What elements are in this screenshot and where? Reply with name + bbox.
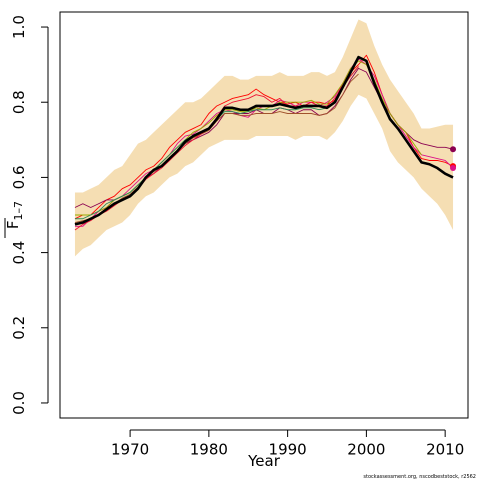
series-lines (74, 54, 454, 231)
y-axis: 0.0 0.2 0.4 0.6 0.8 1.0 (10, 15, 49, 415)
y-axis-title: F1–7 (4, 201, 25, 238)
y-tick-label: 0.4 (10, 241, 28, 265)
y-tick-label: 0.6 (10, 165, 28, 189)
series-line-final (74, 55, 454, 226)
x-tick-label: 2000 (347, 440, 385, 458)
y-axis-title-main: F (4, 220, 22, 229)
x-axis: 1970 1980 1990 2000 2010 (111, 429, 464, 458)
confidence-band (74, 19, 454, 257)
y-axis-title-subscript: 1–7 (12, 201, 25, 221)
x-tick-label: 1980 (190, 440, 228, 458)
footer-note: stockassessment.org, nscodbeststock, r25… (363, 474, 476, 480)
x-tick-label: 1990 (269, 440, 307, 458)
series-end-marker-2 (450, 165, 457, 172)
y-tick-label: 0.0 (10, 391, 28, 415)
plot-frame (59, 11, 469, 419)
x-tick-label: 2010 (426, 440, 464, 458)
y-tick-label: 0.2 (10, 316, 28, 340)
y-tick-label: 0.8 (10, 90, 28, 114)
end-markers (450, 146, 457, 172)
svg-text:F1–7: F1–7 (4, 201, 25, 229)
series-end-marker-3 (450, 146, 457, 153)
x-axis-title: Year (247, 452, 281, 470)
x-tick-label: 1970 (111, 440, 149, 458)
confidence-band-area (74, 19, 454, 257)
y-tick-label: 1.0 (10, 15, 28, 39)
